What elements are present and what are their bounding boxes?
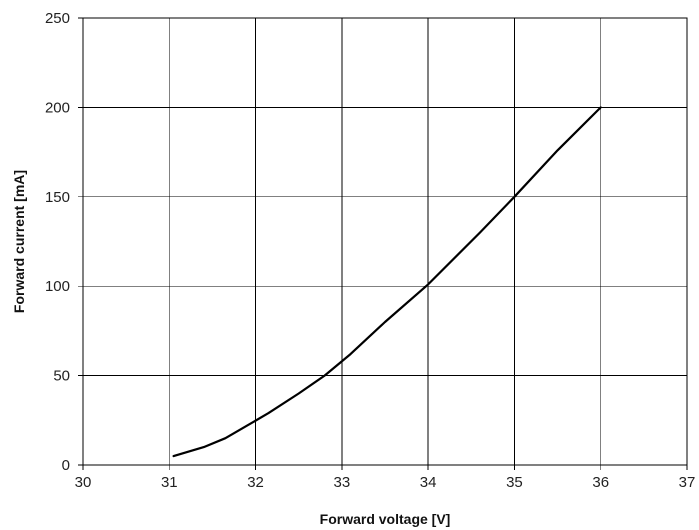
grid — [82, 17, 688, 466]
y-tick-label-3: 150 — [45, 189, 70, 206]
x-tick-label-4: 34 — [420, 474, 437, 491]
x-tick-label-6: 36 — [592, 474, 609, 491]
x-tick-label-5: 35 — [506, 474, 523, 491]
tick-labels: 30 31 32 33 34 35 36 37 0 50 100 150 200 250 — [45, 10, 695, 491]
x-tick-label-3: 33 — [334, 474, 351, 491]
y-axis-title: Forward current [mA] — [11, 170, 27, 313]
x-tick-label-2: 32 — [247, 474, 264, 491]
y-tick-label-5: 250 — [45, 10, 70, 27]
plot-area-frame — [82, 17, 688, 466]
y-tick-label-4: 200 — [45, 99, 70, 116]
y-tick-label-1: 50 — [53, 368, 70, 385]
x-tick-label-0: 30 — [75, 474, 92, 491]
data-series — [172, 106, 602, 458]
x-tick-label-1: 31 — [161, 474, 178, 491]
y-tick-label-0: 0 — [62, 457, 70, 474]
x-tick-label-7: 37 — [679, 474, 696, 491]
y-tick-label-2: 100 — [45, 278, 70, 295]
series-line-0 — [172, 106, 602, 458]
x-axis-title: Forward voltage [V] — [320, 511, 451, 527]
